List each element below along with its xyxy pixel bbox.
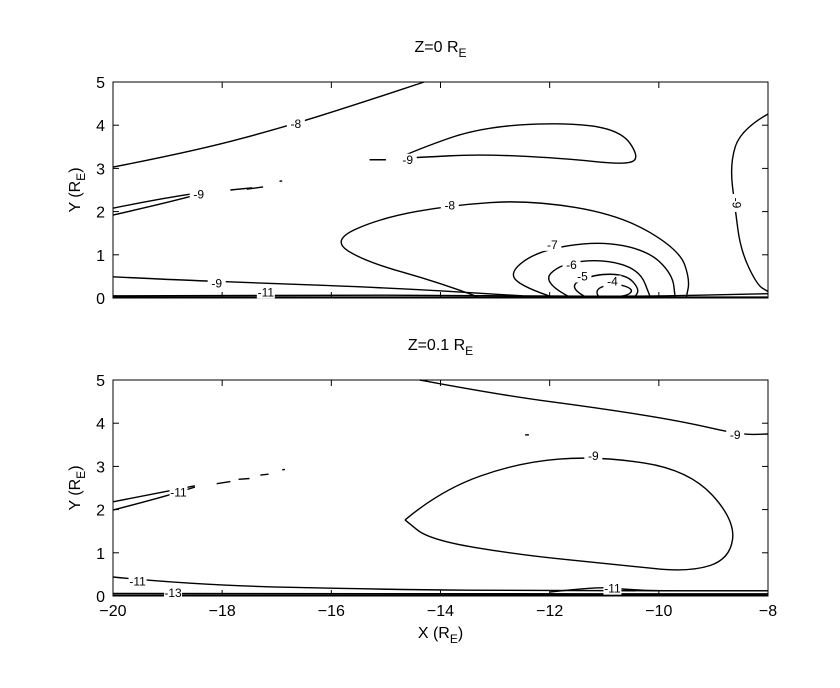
contour-label-bg: [573, 270, 592, 283]
contour-label: -9: [588, 449, 599, 463]
contour-label-bg: [562, 259, 581, 272]
contour-line: [246, 186, 264, 190]
contour-label: -8: [291, 117, 302, 131]
contour-label: -11: [604, 582, 621, 596]
label-subscript: E: [74, 173, 88, 181]
contour-line: [404, 457, 734, 571]
label: Z=0.1 RE: [408, 337, 473, 358]
x-tick-label: −10: [645, 603, 672, 620]
contour-label: -11: [258, 285, 275, 299]
contour-label-bg: [584, 450, 603, 463]
x-tick-label: −14: [427, 603, 454, 620]
label: Y (RE): [67, 167, 88, 212]
contour-line: [512, 242, 676, 299]
contour-line: [112, 81, 425, 168]
contour-label: -9: [402, 153, 413, 167]
contour-label: -5: [577, 269, 588, 283]
label-text: X (R: [418, 625, 450, 642]
contour-line: [112, 191, 206, 216]
label: Z=0 RE: [414, 39, 466, 60]
label-text-end: ): [67, 167, 84, 172]
contours: -8 -9 -9 -8 -7 -6-5 -4 -9 -9 -11: [112, 81, 769, 299]
contour-label: -9: [730, 428, 741, 442]
plot-area: [112, 81, 769, 299]
label: X (RE): [418, 625, 463, 646]
label-text-end: ): [458, 625, 463, 642]
x-tick-label: −16: [318, 603, 345, 620]
label-text: Z=0.1 R: [408, 337, 465, 354]
x-tick-label: −18: [209, 603, 236, 620]
contour-label-bg: [169, 486, 188, 499]
label-subscript: E: [450, 632, 458, 646]
contour-label: -6: [566, 258, 577, 272]
contour-label: -8: [444, 199, 455, 213]
contour-line: [216, 480, 231, 485]
contour-line: [548, 259, 652, 299]
contour-line: [596, 283, 633, 298]
y-tick-label: 2: [96, 205, 105, 222]
label-subscript: E: [74, 471, 88, 479]
contour-label-bg: [286, 117, 305, 130]
contour-label: -9: [193, 187, 204, 201]
label-text: Z=0 R: [414, 39, 458, 56]
contour-label-bg: [128, 575, 147, 588]
label-text: Y (R: [67, 479, 84, 511]
contour-label: -7: [547, 238, 558, 252]
contour-line: [112, 276, 523, 297]
label-text-end: ): [67, 465, 84, 470]
contour-label-bg: [256, 286, 275, 299]
y-tick-label: 4: [96, 416, 105, 433]
contour-line: [573, 273, 639, 299]
contour-label-bg: [207, 277, 226, 290]
contour-line: [399, 123, 637, 164]
y-tick-label: 5: [96, 75, 105, 92]
y-tick-label: 1: [96, 248, 105, 265]
y-tick-label: 2: [96, 503, 105, 520]
contour-label: -4: [607, 275, 618, 289]
y-tick-label: 0: [96, 291, 105, 308]
label-text: Y (R: [67, 181, 84, 213]
y-tick-label: 1: [96, 546, 105, 563]
contour-label-bg: [603, 275, 622, 288]
label: Y (RE): [67, 465, 88, 510]
contour-label-bg: [730, 193, 743, 212]
contour-label: -9: [211, 277, 222, 291]
y-tick-label: 4: [96, 118, 105, 135]
contour-label-bg: [164, 586, 183, 599]
y-tick-label: 3: [96, 161, 105, 178]
contour-line: [419, 379, 769, 436]
plot-area: [112, 379, 769, 597]
contour-label-bg: [726, 428, 745, 441]
contour-label-bg: [603, 582, 622, 595]
y-tick-label: 3: [96, 459, 105, 476]
x-tick-label: −12: [536, 603, 563, 620]
contour-label-bg: [543, 238, 562, 251]
contour-line: [112, 191, 206, 209]
label-subscript: E: [465, 344, 473, 358]
contour-label-bg: [440, 199, 459, 212]
contour-line: [549, 586, 768, 593]
y-tick-label: 0: [96, 589, 105, 606]
contour-line: [340, 201, 690, 299]
x-tick-label: −20: [99, 603, 126, 620]
contour-line: [238, 477, 250, 481]
contour-line: [112, 292, 769, 297]
x-tick-label: −8: [759, 603, 777, 620]
contour-label: -9: [729, 198, 743, 209]
y-tick-label: 5: [96, 373, 105, 390]
contour-label-bg: [398, 153, 417, 166]
contour-label: -11: [129, 575, 146, 589]
contour-line: [260, 473, 269, 476]
contour-label: -13: [164, 586, 182, 600]
label-subscript: E: [459, 46, 467, 60]
contour-label: -11: [170, 485, 187, 499]
contour-label-bg: [189, 188, 208, 201]
